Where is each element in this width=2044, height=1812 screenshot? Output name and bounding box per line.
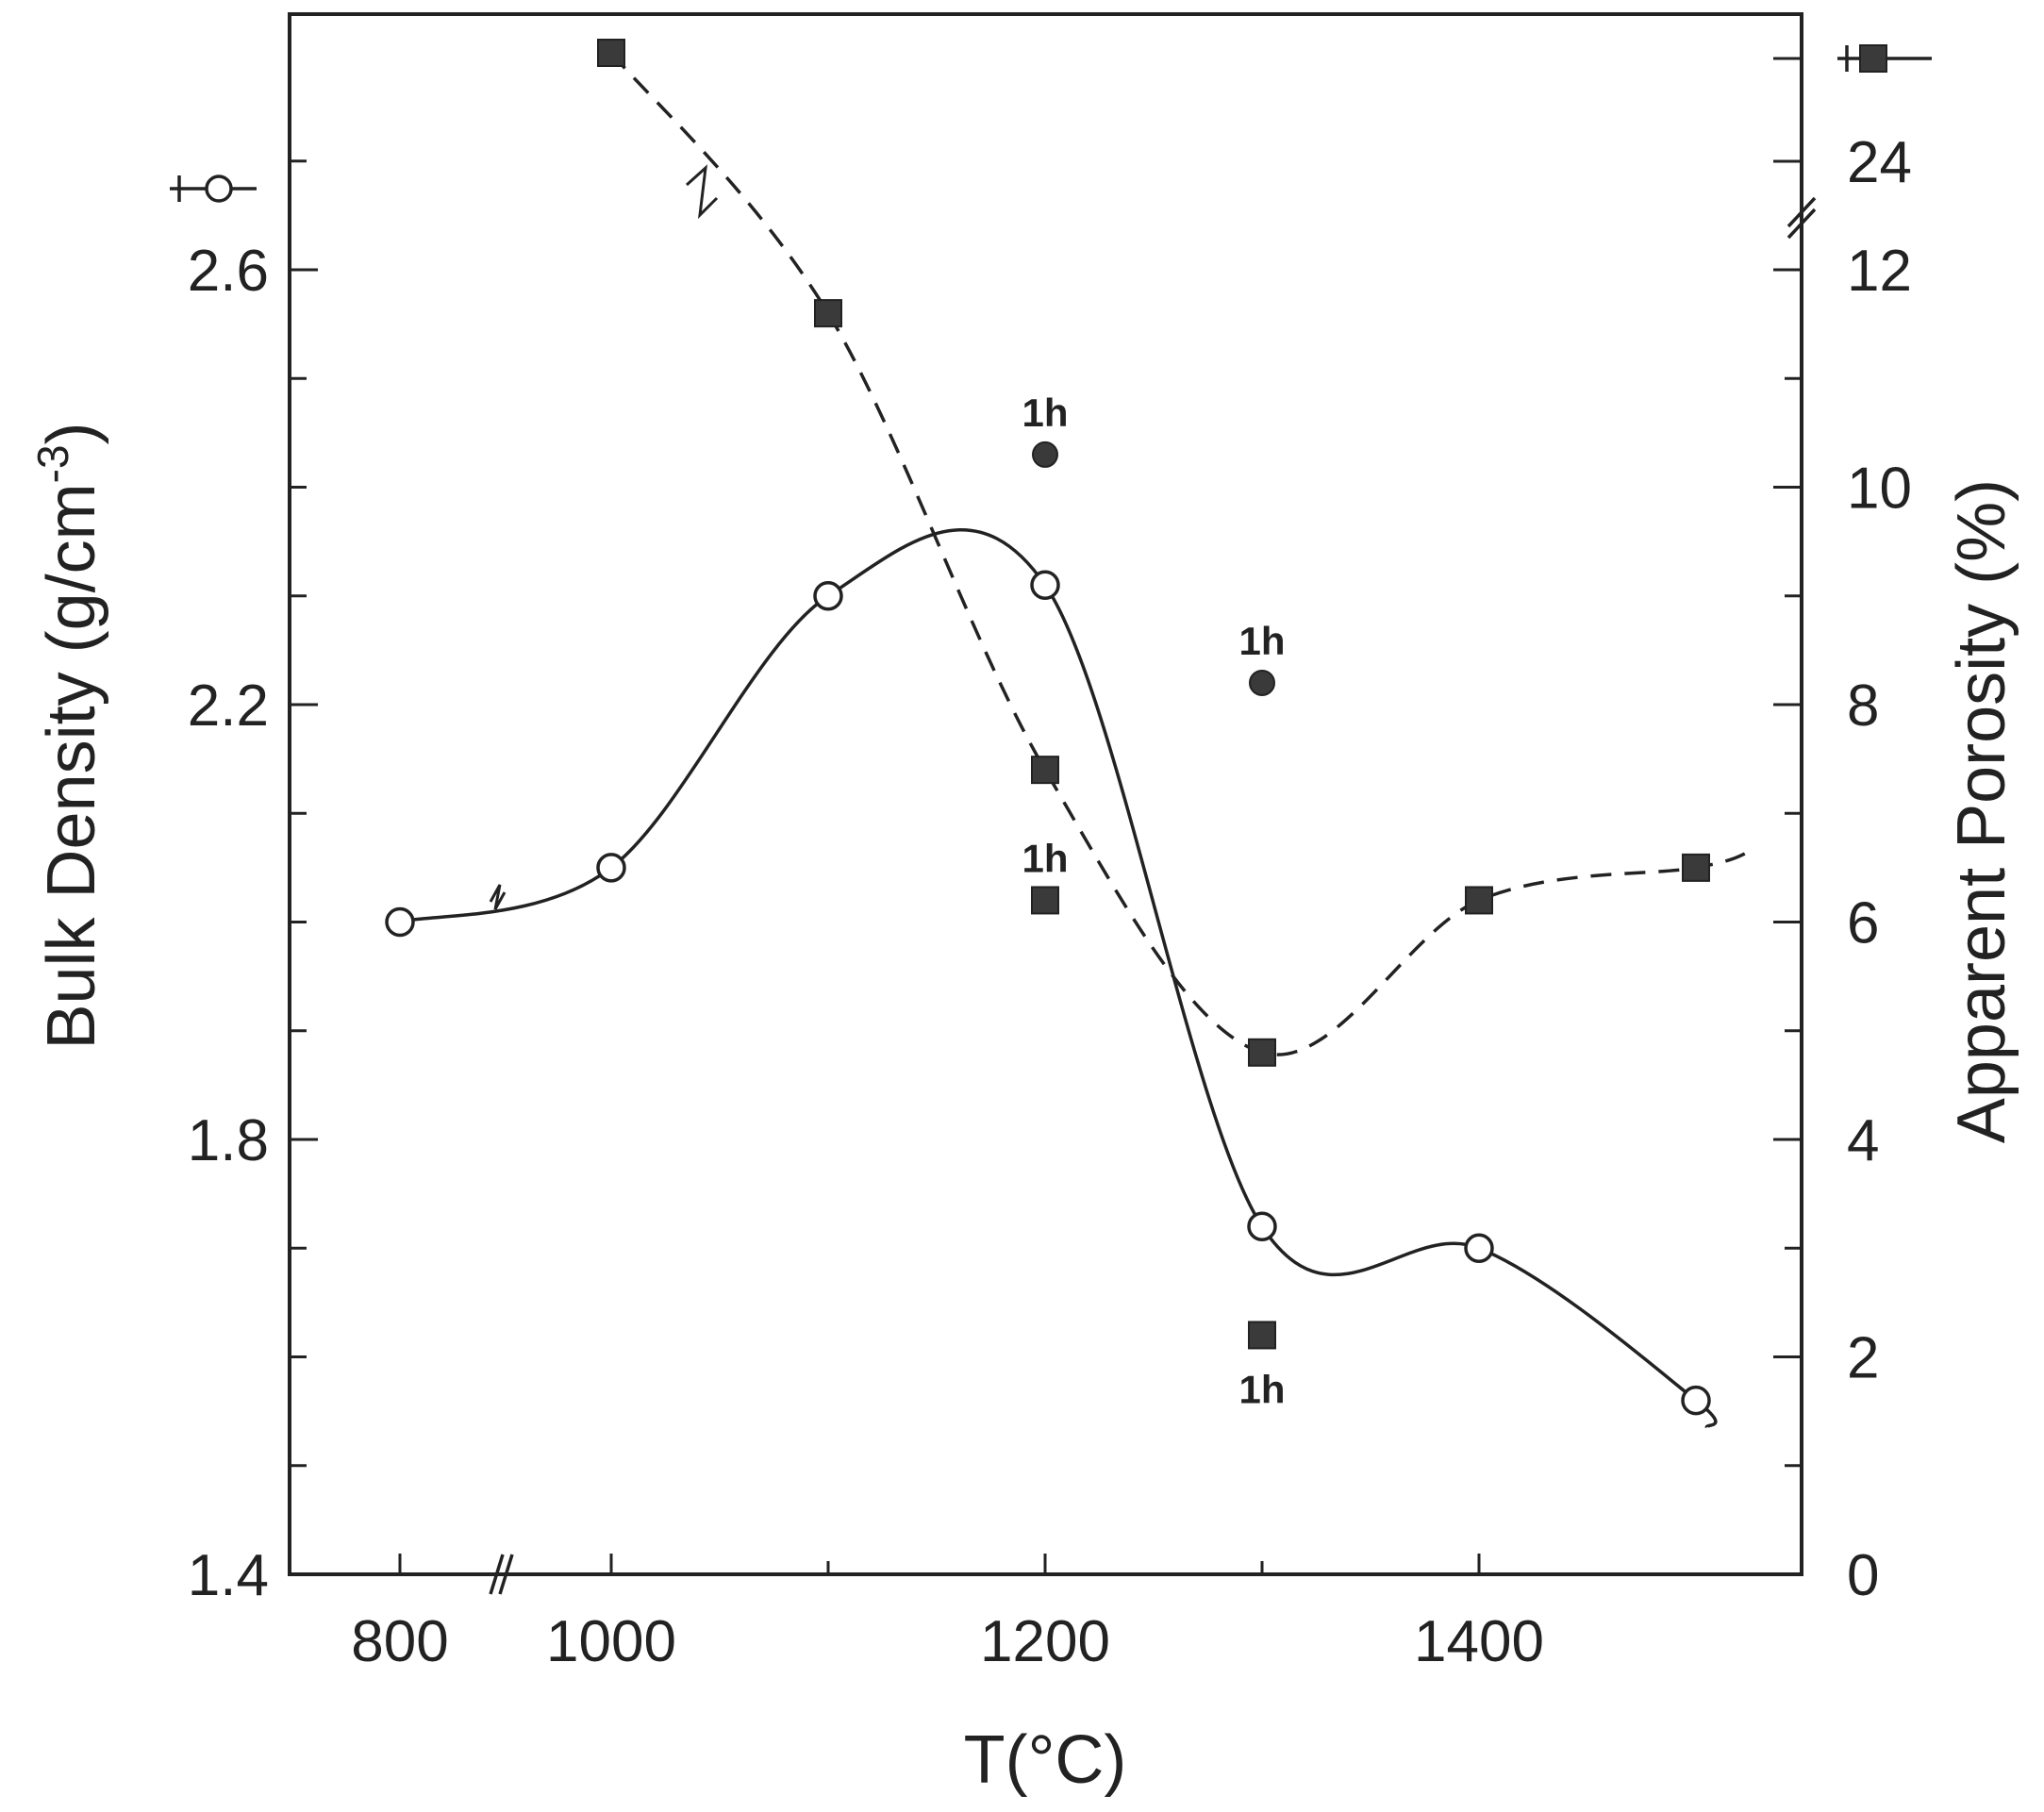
annotation-1h-label: 1h [1022, 391, 1068, 435]
bulk-density-point [1681, 1385, 1711, 1416]
y-right-tick-label: 2 [1847, 1326, 1879, 1391]
bulk-density-point [1030, 570, 1060, 600]
bulk-density-point [813, 581, 843, 611]
bulk-density-point [1464, 1233, 1494, 1263]
series-group: 1h 1h 1h 1h [385, 39, 1752, 1430]
apparent-porosity-point [814, 299, 842, 328]
bulk-density-point [385, 906, 415, 938]
series-line-apparent-porosity [609, 51, 1752, 1056]
series-line-bulk-density [399, 528, 1718, 1430]
y-right-tick-label: 12 [1847, 239, 1912, 304]
y-axis-left-label-sup: -3 [28, 444, 77, 483]
apparent-porosity-point [1031, 756, 1059, 785]
apparent-porosity-point [597, 39, 625, 67]
y-left-tick-label: 2.6 [188, 239, 269, 304]
y-right-tick-label: 4 [1847, 1108, 1879, 1173]
bulk-density-point [1247, 1211, 1277, 1241]
series-break-apparent-porosity [685, 164, 719, 220]
y-left-tick-label: 1.8 [188, 1108, 269, 1173]
y-right-tick-label: 6 [1847, 891, 1879, 956]
y-left-tick-label: 1.4 [188, 1543, 269, 1608]
legend-key-marker-density [205, 175, 233, 203]
x-tick-label: 1200 [980, 1609, 1110, 1674]
annotation-1h-porosity-point [1031, 886, 1059, 915]
apparent-porosity-point [1682, 853, 1710, 882]
y-axis-left-label: Bulk Density (g/cm-3) [28, 422, 109, 1049]
annotation-1h-density-point [1249, 669, 1275, 696]
y-right-tick-label: 8 [1847, 673, 1879, 739]
x-tick-label: 800 [351, 1609, 448, 1674]
axis-ticks [290, 57, 1802, 1576]
annotation-1h-label: 1h [1022, 836, 1068, 880]
series-break-bulk-density [489, 884, 507, 910]
annotation-1h-label: 1h [1238, 1367, 1285, 1411]
x-tick-label: 1000 [546, 1609, 676, 1674]
y-right-tick-label: 24 [1847, 130, 1912, 195]
y-right-axis-break-mark [1786, 196, 1817, 240]
annotation-1h-porosity-point [1248, 1321, 1276, 1350]
annotation-1h-label: 1h [1238, 619, 1285, 663]
bulk-density-point [596, 853, 626, 883]
y-right-tick-label: 10 [1847, 457, 1912, 522]
plot-frame [288, 12, 1803, 1576]
x-axis-label: T(°C) [964, 1722, 1127, 1798]
apparent-porosity-point [1248, 1038, 1276, 1067]
y-right-tick-label: 0 [1847, 1543, 1879, 1608]
axis-legend-keys [170, 44, 1932, 203]
y-axis-right-label: Apparent Porosity (%) [1944, 479, 2019, 1143]
legend-key-marker-porosity [1859, 44, 1887, 73]
x-axis-break-mark [489, 1554, 514, 1595]
axis-breaks [489, 196, 1817, 1595]
annotation-1h-density-point [1032, 441, 1058, 468]
y-left-tick-label: 2.2 [188, 673, 269, 739]
x-tick-label: 1400 [1414, 1609, 1544, 1674]
apparent-porosity-point [1465, 886, 1493, 915]
